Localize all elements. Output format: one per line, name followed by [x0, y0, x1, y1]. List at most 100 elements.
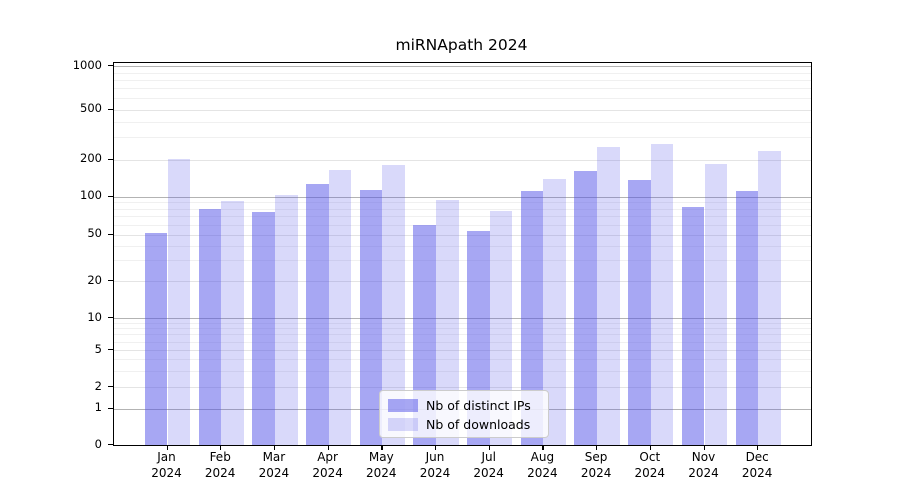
year-label: 2024 — [204, 465, 236, 480]
x-axis-tick-mark — [703, 445, 705, 450]
x-axis-tick-mark — [596, 445, 598, 450]
gridline-minor — [114, 80, 811, 81]
gridline-major — [114, 387, 811, 388]
gridline-minor — [114, 260, 811, 262]
gridline-minor — [114, 202, 811, 204]
x-axis-tick-mark — [542, 445, 544, 450]
x-axis-tick-mark — [435, 445, 437, 450]
y-axis-tick-mark — [108, 65, 113, 67]
x-axis-label-sep: Sep 2024 — [564, 450, 628, 481]
gridline-minor — [114, 72, 811, 74]
bar-distinct-ips-feb — [198, 208, 222, 445]
y-axis-tick-label: 10 — [87, 309, 102, 324]
month-label: Sep — [584, 450, 608, 464]
gridline-minor — [114, 208, 811, 210]
bar-downloads-jul — [489, 210, 513, 445]
month-label: Apr — [317, 450, 338, 464]
x-axis-tick-mark — [273, 445, 276, 450]
month-label: Nov — [691, 450, 716, 464]
bar-downloads-oct — [650, 143, 674, 445]
x-axis-tick-mark — [757, 445, 759, 450]
month-label: Feb — [209, 450, 231, 464]
bar-downloads-feb — [221, 201, 244, 445]
y-axis-tick-mark — [108, 349, 113, 351]
y-axis-tick-label: 1 — [94, 400, 102, 414]
bar-distinct-ips-jun — [413, 224, 436, 445]
gridline-minor — [114, 328, 811, 330]
bar-distinct-ips-may — [359, 189, 383, 445]
x-axis-label-jun: Jun 2024 — [403, 450, 467, 481]
bar-downloads-apr — [328, 170, 352, 445]
x-axis-tick-mark — [166, 445, 168, 450]
x-axis-label-mar: Mar 2024 — [242, 450, 306, 481]
gridline-minor — [114, 245, 811, 247]
x-axis-label-nov: Nov 2024 — [672, 450, 736, 481]
y-axis-tick-mark — [108, 158, 113, 160]
y-axis-tick-mark — [108, 108, 113, 110]
gridline-minor — [114, 137, 811, 139]
bar-distinct-ips-nov — [681, 206, 705, 445]
x-axis-label-jan: Jan 2024 — [135, 450, 199, 481]
year-label: 2024 — [366, 465, 397, 480]
x-axis-label-aug: Aug 2024 — [510, 450, 574, 481]
legend-entry-distinct-ips: Nb of distinct IPs — [388, 398, 531, 413]
year-label: 2024 — [634, 465, 666, 480]
y-axis-tick-label: 1000 — [72, 57, 102, 72]
bar-downloads-jan — [167, 158, 191, 445]
gridline-power10 — [114, 196, 811, 198]
y-axis-tick-mark — [108, 386, 113, 388]
x-axis-tick-mark — [649, 445, 652, 450]
bar-distinct-ips-dec — [735, 191, 759, 445]
y-axis-tick-label: 20 — [87, 272, 102, 287]
x-axis-label-jul: Jul 2024 — [457, 450, 521, 481]
legend-swatch-downloads — [388, 417, 418, 431]
bar-downloads-may — [382, 164, 405, 445]
x-axis-tick-mark — [220, 445, 222, 450]
y-axis-tick-mark — [108, 407, 113, 409]
bar-downloads-jun — [436, 199, 459, 445]
gridline-minor — [114, 322, 811, 324]
bar-downloads-nov — [704, 164, 728, 445]
plot-area: Nb of distinct IPs Nb of downloads — [113, 62, 812, 446]
year-label: 2024 — [741, 465, 773, 480]
y-axis-tick-mark — [108, 280, 113, 282]
legend-entry-downloads: Nb of downloads — [388, 416, 531, 432]
month-label: Oct — [639, 450, 661, 464]
gridline-minor — [114, 359, 811, 360]
month-label: Jul — [481, 450, 496, 464]
month-label: Dec — [745, 450, 769, 464]
x-axis-tick-mark — [327, 445, 329, 450]
y-axis-tick-label: 500 — [80, 101, 102, 115]
bar-distinct-ips-jan — [144, 233, 168, 445]
y-axis-tick-label: 100 — [80, 188, 102, 202]
gridline-major — [114, 350, 811, 351]
y-axis-tick-mark — [108, 444, 113, 446]
year-label: 2024 — [151, 465, 182, 480]
year-label: 2024 — [473, 465, 504, 480]
y-axis-tick-label: 0 — [94, 436, 102, 451]
gridline-minor — [114, 121, 811, 123]
gridline-major — [114, 281, 811, 282]
gridline-power10 — [114, 318, 811, 319]
bar-downloads-sep — [597, 147, 620, 445]
y-axis-tick-mark — [108, 233, 113, 235]
bar-distinct-ips-oct — [628, 180, 651, 445]
x-axis-label-dec: Dec 2024 — [725, 450, 789, 481]
chart-legend: Nb of distinct IPs Nb of downloads — [379, 390, 549, 438]
month-label: May — [368, 450, 394, 464]
month-label: Jun — [425, 450, 445, 464]
bar-downloads-dec — [758, 150, 781, 445]
bar-distinct-ips-sep — [574, 170, 598, 445]
legend-label-downloads: Nb of downloads — [426, 416, 531, 432]
gridline-minor — [114, 224, 811, 226]
gridline-minor — [114, 216, 811, 218]
gridline-minor — [114, 370, 811, 372]
chart-title: miRNApath 2024 — [395, 36, 528, 54]
x-axis-label-oct: Oct 2024 — [618, 450, 682, 481]
gridline-major — [114, 234, 811, 236]
bar-distinct-ips-mar — [252, 212, 275, 445]
gridline-minor — [114, 341, 811, 343]
gridline-major — [114, 109, 811, 111]
y-axis-tick-label: 200 — [80, 151, 102, 165]
